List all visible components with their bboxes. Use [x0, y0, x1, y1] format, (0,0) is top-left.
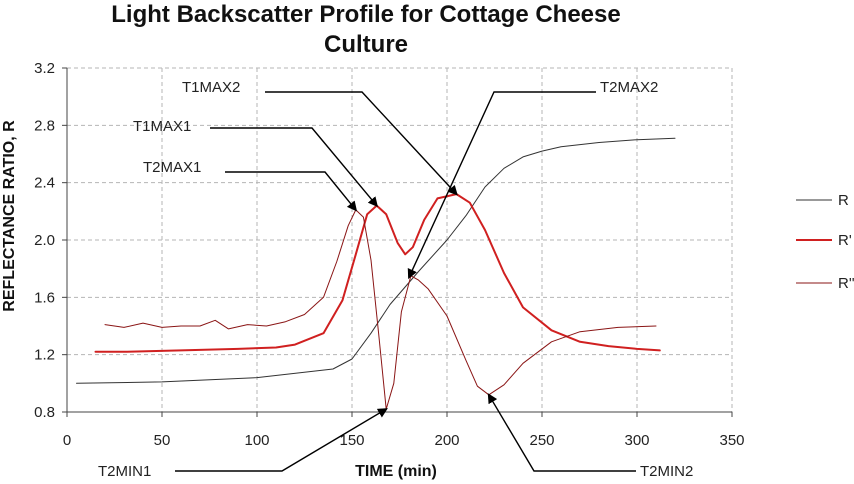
annotation-t1max1-arrow — [210, 127, 378, 208]
y-tick-label: 1.6 — [34, 289, 55, 306]
series-r-line — [76, 137, 676, 384]
x-tick-label: 350 — [719, 432, 744, 449]
annotation-t1max2-arrow — [265, 91, 458, 196]
annotation-t1max1-label: T1MAX1 — [133, 118, 191, 135]
x-tick-label: 50 — [154, 432, 171, 449]
y-tick-label: 2.0 — [34, 232, 55, 249]
series-group — [76, 137, 676, 410]
annotations: T1MAX2 T2MAX2 T1MAX1 T2MAX1 T2MIN1 T2MIN2 — [98, 79, 693, 480]
axes: 0 50 100 150 200 250 300 350 0.8 1.2 1.6 2.0 2.4 2.8 3… — [34, 60, 744, 449]
x-tick-label: 100 — [244, 432, 269, 449]
annotation-t2max1-arrow — [225, 171, 358, 212]
x-tick-label: 300 — [624, 432, 649, 449]
annotation-t2min1-arrow — [175, 408, 388, 472]
annotation-t2min1-label: T2MIN1 — [98, 463, 151, 480]
annotation-t2max2-label: T2MAX2 — [600, 79, 658, 96]
series-r-prime-line — [94, 193, 661, 353]
annotation-t2max1-label: T2MAX1 — [143, 159, 201, 176]
y-tick-label: 1.2 — [34, 347, 55, 364]
legend-label: R — [838, 192, 849, 209]
y-tick-label: 3.2 — [34, 60, 55, 77]
x-axis-title: TIME (min) — [355, 463, 437, 480]
chart-title-line-2: Culture — [324, 31, 408, 58]
legend-label: R' — [838, 232, 852, 249]
legend-label: R'' — [838, 275, 854, 292]
annotation-t2min2-label: T2MIN2 — [640, 463, 693, 480]
chart-title-line-1: Light Backscatter Profile for Cottage Ch… — [111, 1, 620, 28]
y-tick-label: 0.8 — [34, 404, 55, 421]
x-tick-label: 200 — [434, 432, 459, 449]
legend: R R' R'' — [796, 192, 854, 292]
annotation-t2max2-arrow — [407, 91, 596, 280]
annotation-t1max2-label: T1MAX2 — [182, 79, 240, 96]
y-tick-label: 2.4 — [34, 175, 55, 192]
annotation-t2min2-arrow — [487, 393, 636, 472]
x-tick-label: 250 — [529, 432, 554, 449]
series-r-double-prime-line — [104, 209, 657, 410]
grid — [67, 67, 733, 412]
x-tick-label: 150 — [339, 432, 364, 449]
x-tick-label: 0 — [63, 432, 71, 449]
y-tick-label: 2.8 — [34, 117, 55, 134]
y-axis-title: REFLECTANCE RATIO, R — [1, 120, 18, 312]
